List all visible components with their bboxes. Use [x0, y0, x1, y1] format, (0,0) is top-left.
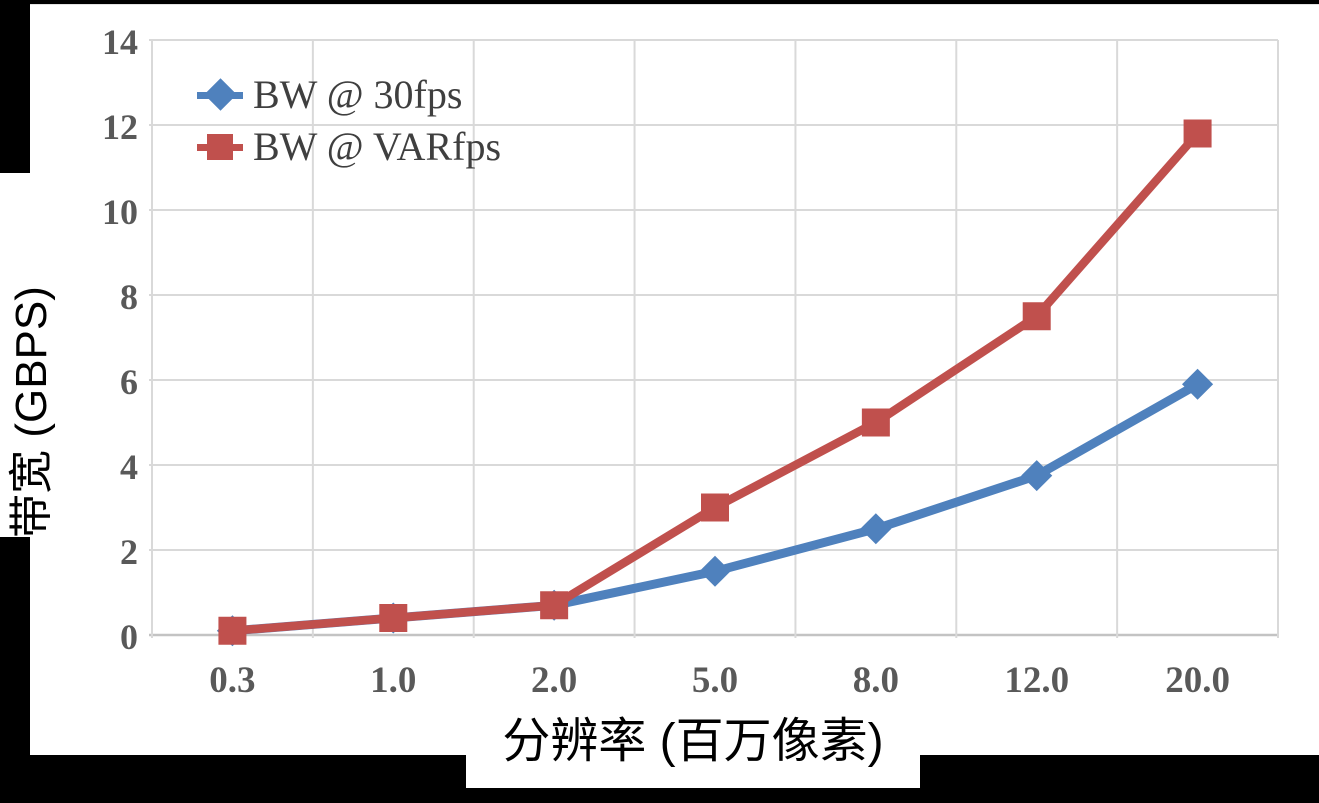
data-point-diamond — [860, 513, 892, 545]
x-tick-label: 1.0 — [370, 660, 417, 701]
y-tick-label: 2 — [120, 532, 138, 572]
data-point-square — [540, 591, 569, 620]
y-axis-title: 带宽 (GBPS) — [7, 286, 56, 538]
line-square-marker-icon — [197, 125, 243, 169]
y-tick-label: 0 — [120, 617, 138, 657]
data-point-square — [861, 408, 890, 437]
data-point-square — [1183, 119, 1212, 148]
x-axis-title-box: 分辨率 (百万像素) — [466, 700, 920, 788]
legend: BW @ 30fps BW @ VARfps — [197, 73, 501, 177]
legend-entry-bw-30fps: BW @ 30fps — [197, 73, 501, 117]
legend-label-bw-30fps: BW @ 30fps — [253, 72, 463, 117]
x-tick-label: 8.0 — [852, 660, 899, 701]
x-tick-label: 5.0 — [691, 660, 739, 701]
frame-black-left-top-block — [0, 0, 30, 173]
y-tick-label: 8 — [120, 277, 138, 317]
y-tick-label: 6 — [120, 362, 138, 402]
x-axis-title: 分辨率 (百万像素) — [502, 715, 884, 768]
y-tick-label: 10 — [102, 192, 138, 232]
y-axis-title-box: 带宽 (GBPS) — [0, 173, 64, 538]
y-tick-label: 4 — [120, 447, 138, 487]
data-point-square — [1022, 302, 1051, 331]
data-point-diamond — [699, 555, 731, 587]
x-tick-label: 12.0 — [1004, 660, 1070, 701]
data-point-square — [218, 616, 247, 645]
frame-black-top-strip — [0, 0, 1319, 4]
data-point-square — [701, 493, 729, 522]
legend-entry-bw-varfps: BW @ VARfps — [197, 125, 501, 169]
legend-label-bw-varfps: BW @ VARfps — [253, 124, 502, 169]
data-point-diamond — [1182, 368, 1214, 400]
x-tick-label: 2.0 — [531, 660, 578, 701]
frame-black-left-bottom-block — [0, 537, 28, 755]
y-tick-label: 14 — [102, 22, 138, 62]
x-tick-label: 20.0 — [1165, 660, 1230, 701]
data-point-square — [379, 604, 408, 632]
y-tick-label: 12 — [102, 107, 138, 147]
data-point-diamond — [1021, 460, 1053, 492]
x-tick-label: 0.3 — [209, 660, 256, 701]
line-diamond-marker-icon — [197, 73, 243, 117]
